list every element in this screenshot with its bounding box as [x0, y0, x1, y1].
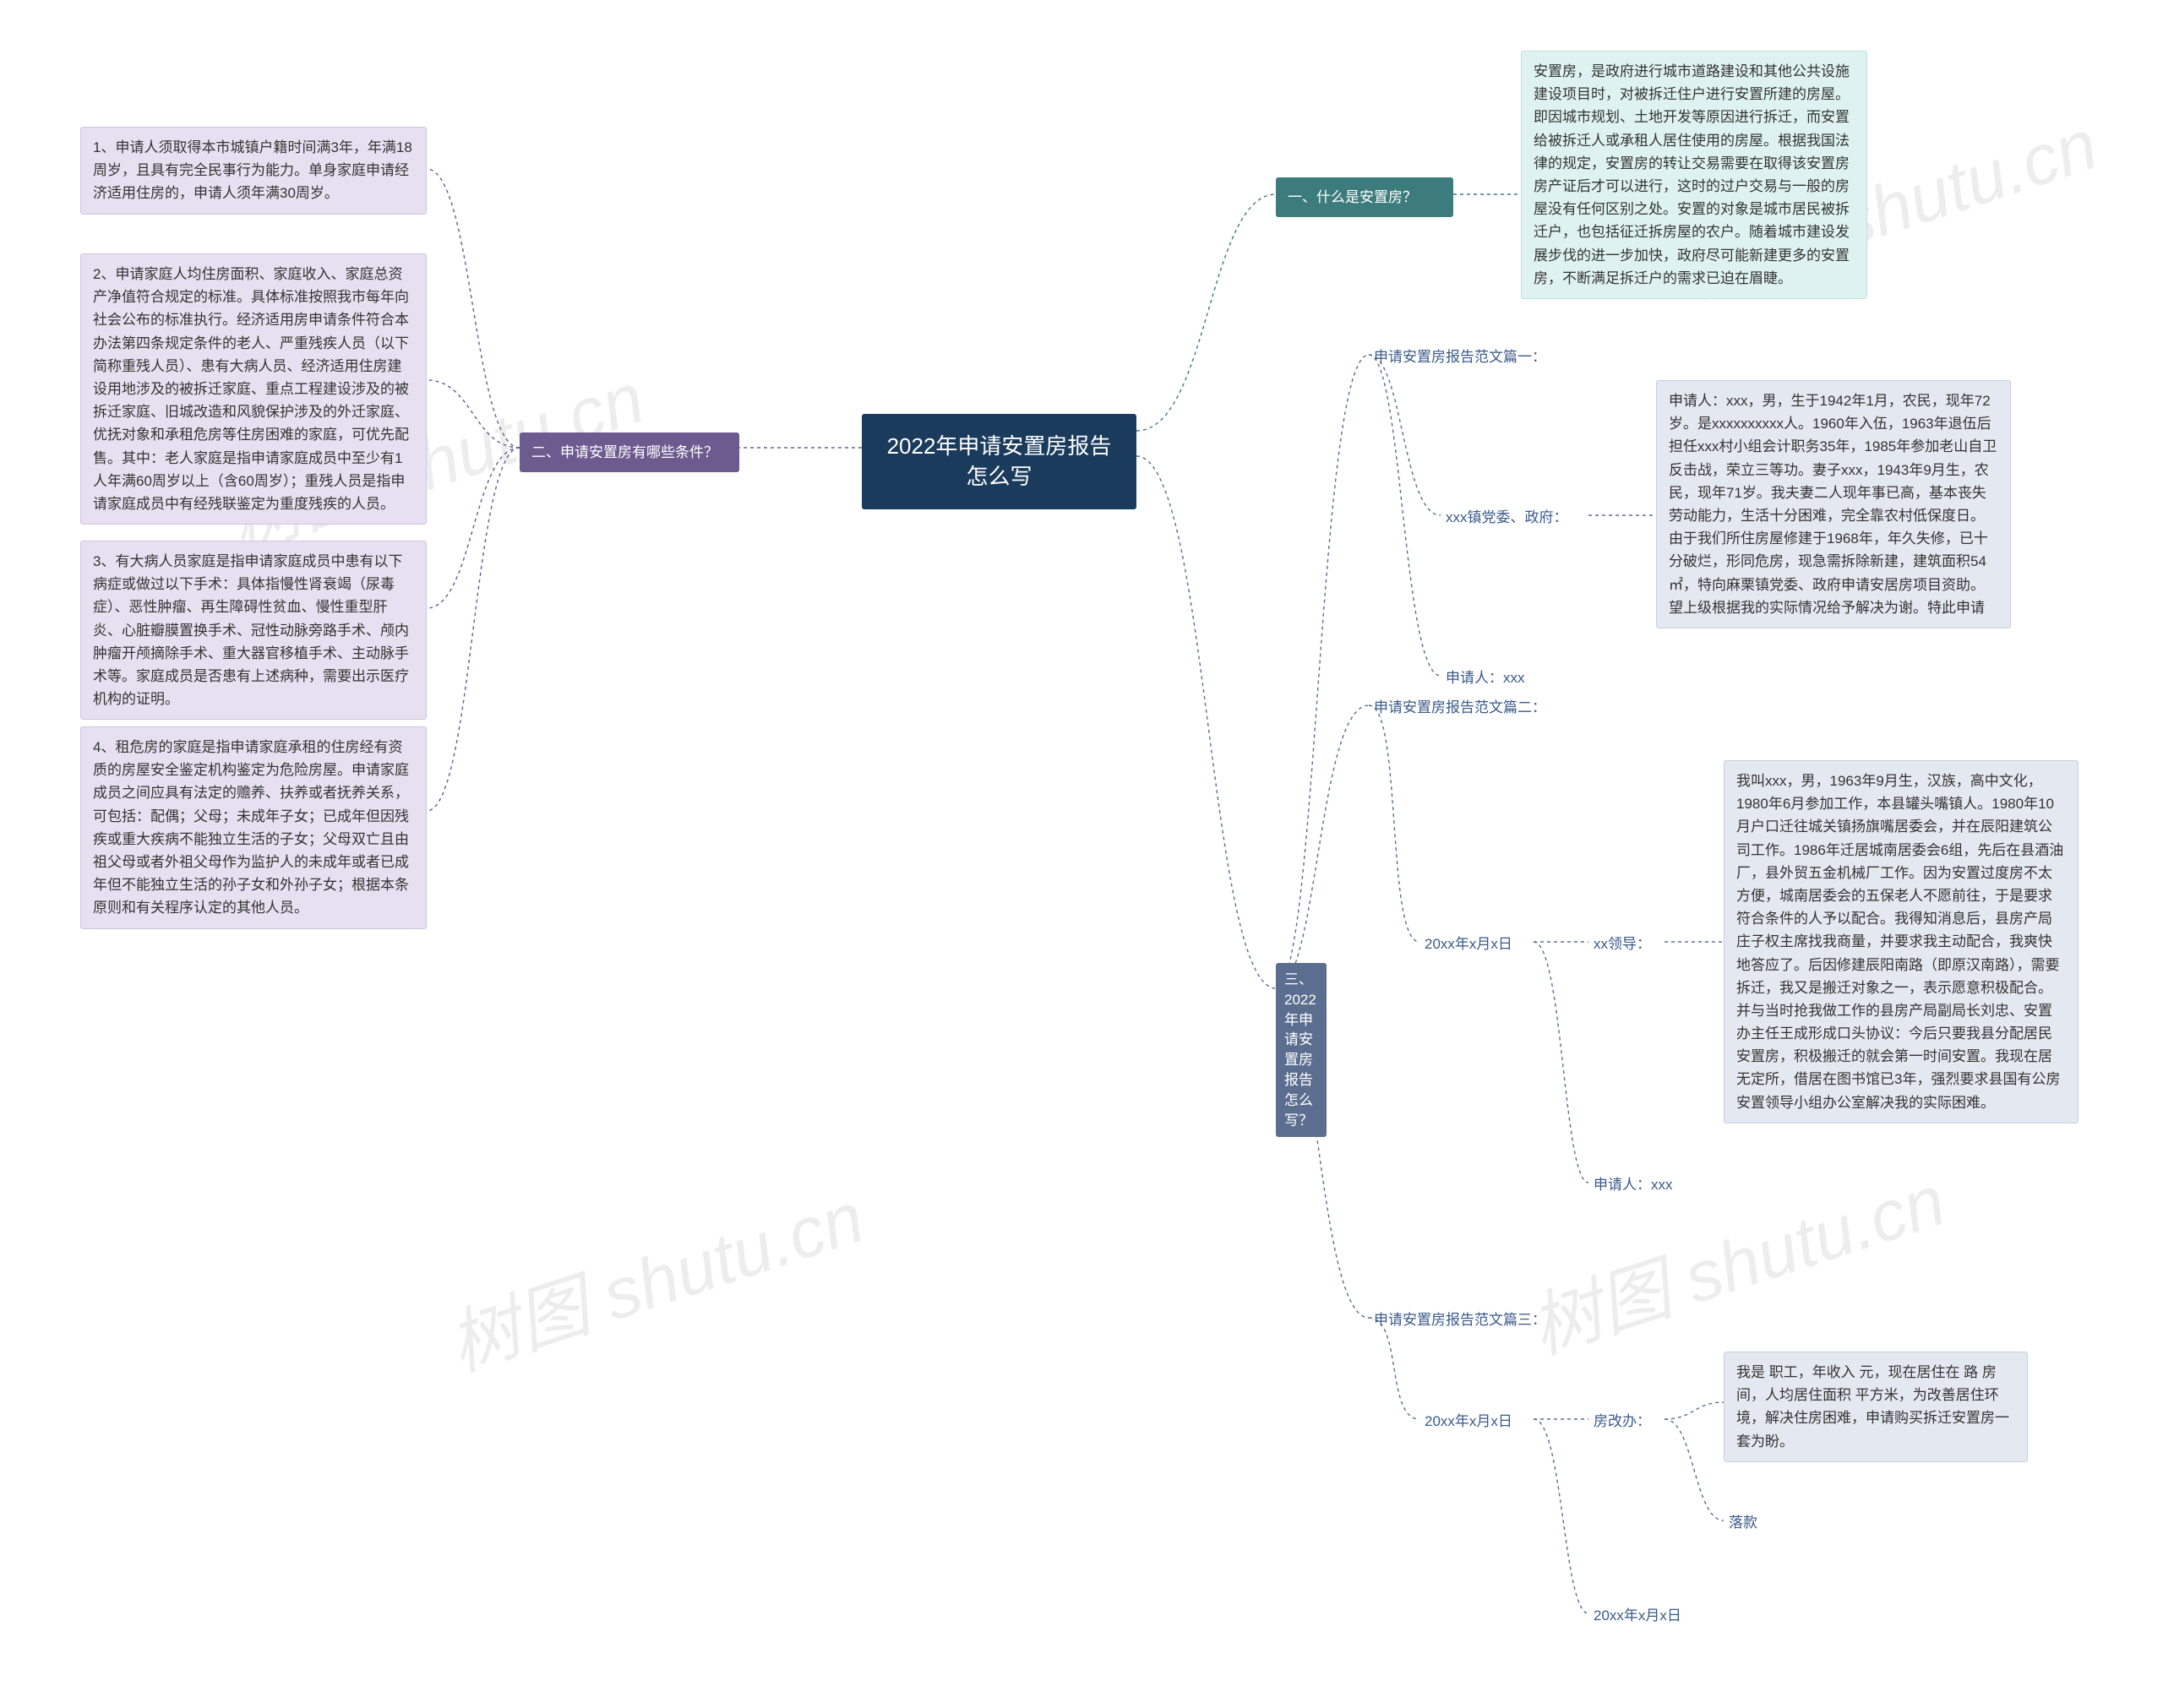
section-two-item-3: 3、有大病人员家庭是指申请家庭成员中患有以下病症或做过以下手术：具体指慢性肾衰竭…: [80, 541, 427, 720]
chapter3-recipient: 房改办：: [1588, 1406, 1656, 1436]
chapter2-heading: 申请安置房报告范文篇二：: [1369, 693, 1551, 722]
section-three-title: 三、2022年申请安置房报告怎么写？: [1276, 963, 1327, 1137]
section-two-title: 二、申请安置房有哪些条件？: [520, 432, 739, 472]
chapter1-body: 申请人：xxx，男，生于1942年1月，农民，现年72岁。是xxxxxxxxxx…: [1656, 380, 2011, 628]
chapter3-date: 20xx年x月x日: [1419, 1406, 1517, 1436]
chapter2-date: 20xx年x月x日: [1419, 929, 1517, 959]
section-two-item-2: 2、申请家庭人均住房面积、家庭收入、家庭总资产净值符合规定的标准。具体标准按照我…: [80, 253, 427, 525]
chapter1-signer: 申请人：xxx: [1441, 663, 1530, 693]
chapter1-heading: 申请安置房报告范文篇一：: [1369, 342, 1551, 372]
section-two-item-1: 1、申请人须取得本市城镇户籍时间满3年，年满18周岁，且具有完全民事行为能力。单…: [80, 127, 427, 215]
chapter2-recipient: xx领导：: [1588, 929, 1656, 959]
chapter1-recipient: xxx镇党委、政府：: [1441, 503, 1573, 532]
chapter3-signer-label: 落款: [1724, 1508, 1763, 1537]
section-one-body: 安置房，是政府进行城市道路建设和其他公共设施建设项目时，对被拆迁住户进行安置所建…: [1521, 51, 1867, 299]
chapter2-signer: 申请人：xxx: [1588, 1170, 1678, 1199]
chapter3-heading: 申请安置房报告范文篇三：: [1369, 1305, 1551, 1335]
chapter3-footer-date: 20xx年x月x日: [1588, 1601, 1686, 1630]
root-node: 2022年申请安置房报告怎么写: [862, 414, 1136, 509]
chapter3-body: 我是 职工，年收入 元，现在居住在 路 房间，人均居住面积 平方米，为改善居住环…: [1724, 1352, 2028, 1462]
watermark: 树图 shutu.cn: [434, 1161, 874, 1390]
watermark: 树图 shutu.cn: [1516, 1144, 1956, 1373]
section-one-title: 一、什么是安置房？: [1276, 177, 1453, 217]
chapter2-body: 我叫xxx，男，1963年9月生，汉族，高中文化，1980年6月参加工作，本县罐…: [1724, 760, 2079, 1123]
section-two-item-4: 4、租危房的家庭是指申请家庭承租的住房经有资质的房屋安全鉴定机构鉴定为危险房屋。…: [80, 726, 427, 929]
